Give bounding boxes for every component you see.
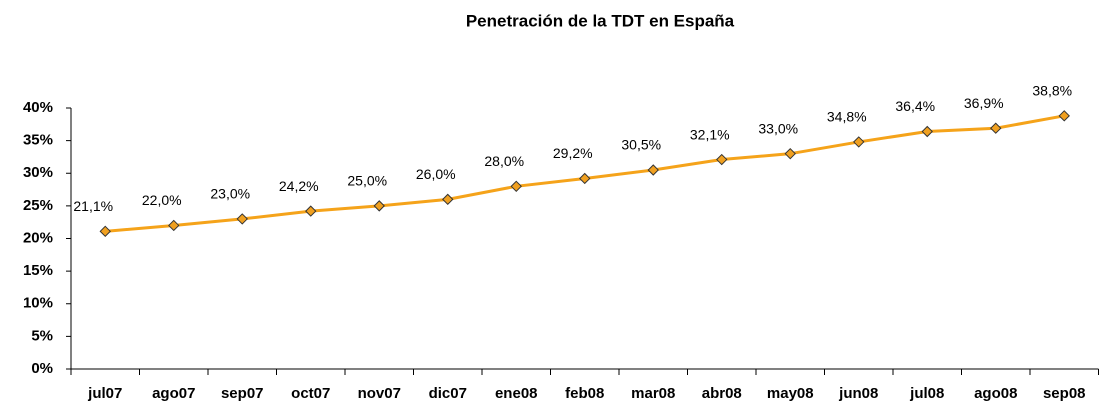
marker (373, 200, 385, 212)
data-label: 36,9% (964, 95, 1004, 111)
y-tick-label: 0% (31, 360, 53, 377)
data-label: 33,0% (758, 120, 798, 136)
data-label: 21,1% (73, 198, 113, 214)
marker (921, 125, 933, 138)
marker (990, 122, 1002, 134)
marker (236, 213, 248, 225)
marker (510, 180, 522, 193)
x-tick-label: jun08 (838, 385, 878, 402)
x-tick-label: ene08 (495, 385, 538, 402)
data-label: 28,0% (484, 153, 524, 169)
data-label: 38,8% (1032, 83, 1072, 99)
x-tick-label: may08 (767, 385, 814, 402)
marker (647, 164, 659, 176)
chart-title: Penetración de la TDT en España (466, 11, 735, 30)
data-label: 23,0% (210, 186, 250, 202)
x-tick-label: mar08 (631, 385, 675, 402)
data-label: 29,2% (553, 145, 593, 161)
x-tick-label: nov07 (358, 385, 401, 402)
x-tick-label: jul08 (909, 385, 944, 402)
data-label: 32,1% (690, 126, 730, 142)
x-tick-label: oct07 (291, 385, 330, 402)
y-tick-label: 10% (23, 295, 53, 312)
x-tick-label: ago08 (974, 385, 1017, 402)
marker (305, 205, 317, 217)
y-tick-label: 25% (23, 197, 53, 214)
marker (716, 153, 728, 166)
x-tick-label: abr08 (702, 385, 742, 402)
y-tick-label: 30% (23, 164, 53, 181)
x-tick-label: sep07 (221, 385, 264, 402)
y-tick-label: 20% (23, 229, 53, 246)
marker (168, 219, 180, 232)
x-tick-label: feb08 (565, 385, 604, 402)
x-tick-label: ago07 (152, 385, 195, 402)
marker (442, 193, 454, 206)
data-label: 36,4% (895, 98, 935, 114)
data-label: 24,2% (279, 178, 319, 194)
y-tick-label: 40% (23, 99, 53, 116)
x-tick-label: jul07 (87, 385, 122, 402)
data-label: 30,5% (621, 137, 661, 153)
data-label: 34,8% (827, 109, 867, 125)
marker (784, 147, 796, 160)
x-tick-label: dic07 (429, 385, 467, 402)
y-tick-label: 5% (31, 327, 53, 344)
data-label: 26,0% (416, 166, 456, 182)
marker (1058, 110, 1070, 122)
data-label: 25,0% (347, 173, 387, 189)
y-tick-label: 15% (23, 262, 53, 279)
data-label: 22,0% (142, 192, 182, 208)
y-tick-label: 35% (23, 132, 53, 149)
marker (853, 136, 865, 148)
marker (579, 172, 591, 185)
x-tick-label: sep08 (1043, 385, 1086, 402)
marker (99, 225, 111, 238)
